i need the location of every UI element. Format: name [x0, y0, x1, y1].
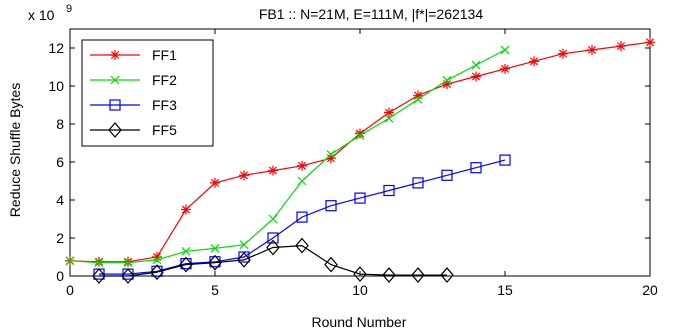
y-multiplier-label: x 10 — [28, 7, 55, 23]
data-point-ff1 — [471, 71, 481, 82]
data-point-ff2 — [268, 214, 278, 224]
data-point-ff2 — [326, 149, 336, 159]
x-tick-label: 5 — [211, 282, 219, 298]
x-tick-label: 15 — [497, 282, 513, 298]
data-point-ff5 — [411, 267, 425, 283]
series-ff5 — [92, 237, 454, 284]
y-multiplier-exponent: 9 — [66, 3, 72, 15]
data-point-ff1 — [123, 256, 133, 267]
data-point-ff2 — [152, 255, 162, 265]
data-point-ff2 — [413, 94, 423, 104]
data-point-ff1 — [500, 63, 510, 74]
data-point-ff1 — [297, 160, 307, 171]
data-point-ff5 — [353, 266, 367, 283]
data-point-ff1 — [587, 44, 597, 55]
data-point-ff2 — [384, 113, 394, 123]
data-point-ff2 — [500, 45, 510, 55]
y-tick-label: 4 — [56, 192, 64, 208]
y-tick-label: 8 — [56, 116, 64, 132]
x-tick-label: 20 — [642, 282, 658, 298]
data-point-ff5 — [150, 264, 164, 281]
y-axis-label: Reduce Shuffle Bytes — [7, 83, 23, 217]
data-point-ff2 — [123, 258, 133, 268]
data-point-ff3 — [412, 177, 424, 189]
data-point-ff5 — [382, 267, 396, 283]
data-point-ff3 — [267, 232, 279, 244]
data-point-ff1 — [645, 37, 655, 48]
legend-marker — [108, 122, 122, 138]
data-point-ff5 — [179, 256, 193, 273]
series-group — [65, 37, 655, 284]
data-point-ff3 — [296, 211, 308, 223]
y-multiplier-base: x 10 — [28, 7, 55, 23]
data-point-ff5 — [295, 237, 309, 254]
y-tick-label: 2 — [56, 230, 64, 246]
data-point-ff2 — [355, 130, 365, 140]
x-tick-label: 0 — [66, 282, 74, 298]
data-point-ff1 — [239, 170, 249, 181]
data-point-ff1 — [181, 204, 191, 215]
data-point-ff1 — [529, 56, 539, 67]
legend-label: FF3 — [152, 97, 177, 113]
legend-item-ff2: FF2 — [90, 72, 177, 88]
legend-label: FF5 — [152, 122, 177, 138]
data-point-ff5 — [324, 256, 338, 273]
data-point-ff5 — [237, 251, 251, 268]
data-point-ff3 — [325, 200, 337, 212]
data-point-ff1 — [268, 165, 278, 176]
data-point-ff2 — [181, 246, 191, 256]
legend-box — [81, 39, 214, 147]
data-point-ff5 — [266, 239, 280, 256]
legend-item-ff3: FF3 — [90, 97, 177, 113]
series-ff1 — [65, 37, 655, 267]
data-point-ff5 — [208, 254, 222, 271]
y-tick-label: 10 — [48, 78, 64, 94]
data-point-ff2 — [239, 240, 249, 250]
data-point-ff3 — [354, 192, 366, 204]
series-ff2 — [65, 45, 510, 268]
series-line-ff2 — [69, 49, 506, 264]
chart-title: FB1 :: N=21M, E=111M, |f*|=262134 — [259, 6, 483, 22]
y-tick-label: 12 — [48, 40, 64, 56]
legend-label: FF2 — [152, 72, 177, 88]
data-point-ff1 — [210, 177, 220, 188]
data-point-ff3 — [470, 162, 482, 174]
y-tick-label: 6 — [56, 154, 64, 170]
legend-item-ff1: FF1 — [90, 47, 177, 63]
data-point-ff1 — [616, 41, 626, 52]
data-point-ff2 — [94, 258, 104, 268]
legend: FF1 FF2 FF3 FF5 — [81, 39, 214, 147]
legend-marker — [110, 50, 120, 60]
y-tick-label: 0 — [56, 268, 64, 284]
data-point-ff3 — [499, 154, 511, 166]
x-tick-label: 10 — [352, 282, 368, 298]
data-point-ff3 — [383, 184, 395, 197]
axis-ticks: 0 5 10 15 20 0 2 4 6 8 10 12 — [48, 29, 658, 298]
legend-marker — [109, 99, 121, 111]
data-point-ff5 — [121, 268, 135, 284]
data-point-ff1 — [94, 256, 104, 267]
data-point-ff2 — [471, 60, 481, 70]
series-line-ff3 — [99, 159, 506, 275]
data-point-ff5 — [440, 267, 454, 283]
series-ff3 — [93, 154, 511, 280]
series-line-ff5 — [99, 244, 447, 277]
legend-item-ff5: FF5 — [90, 122, 177, 138]
data-point-ff1 — [558, 48, 568, 59]
data-point-ff2 — [65, 256, 75, 266]
data-point-ff1 — [384, 107, 394, 118]
x-axis-label: Round Number — [312, 314, 407, 330]
legend-marker — [110, 75, 120, 85]
data-point-ff3 — [441, 169, 453, 181]
legend-label: FF1 — [152, 47, 177, 63]
data-point-ff2 — [442, 75, 452, 85]
data-point-ff5 — [92, 268, 106, 284]
data-point-ff2 — [297, 176, 307, 186]
data-point-ff2 — [210, 244, 220, 253]
